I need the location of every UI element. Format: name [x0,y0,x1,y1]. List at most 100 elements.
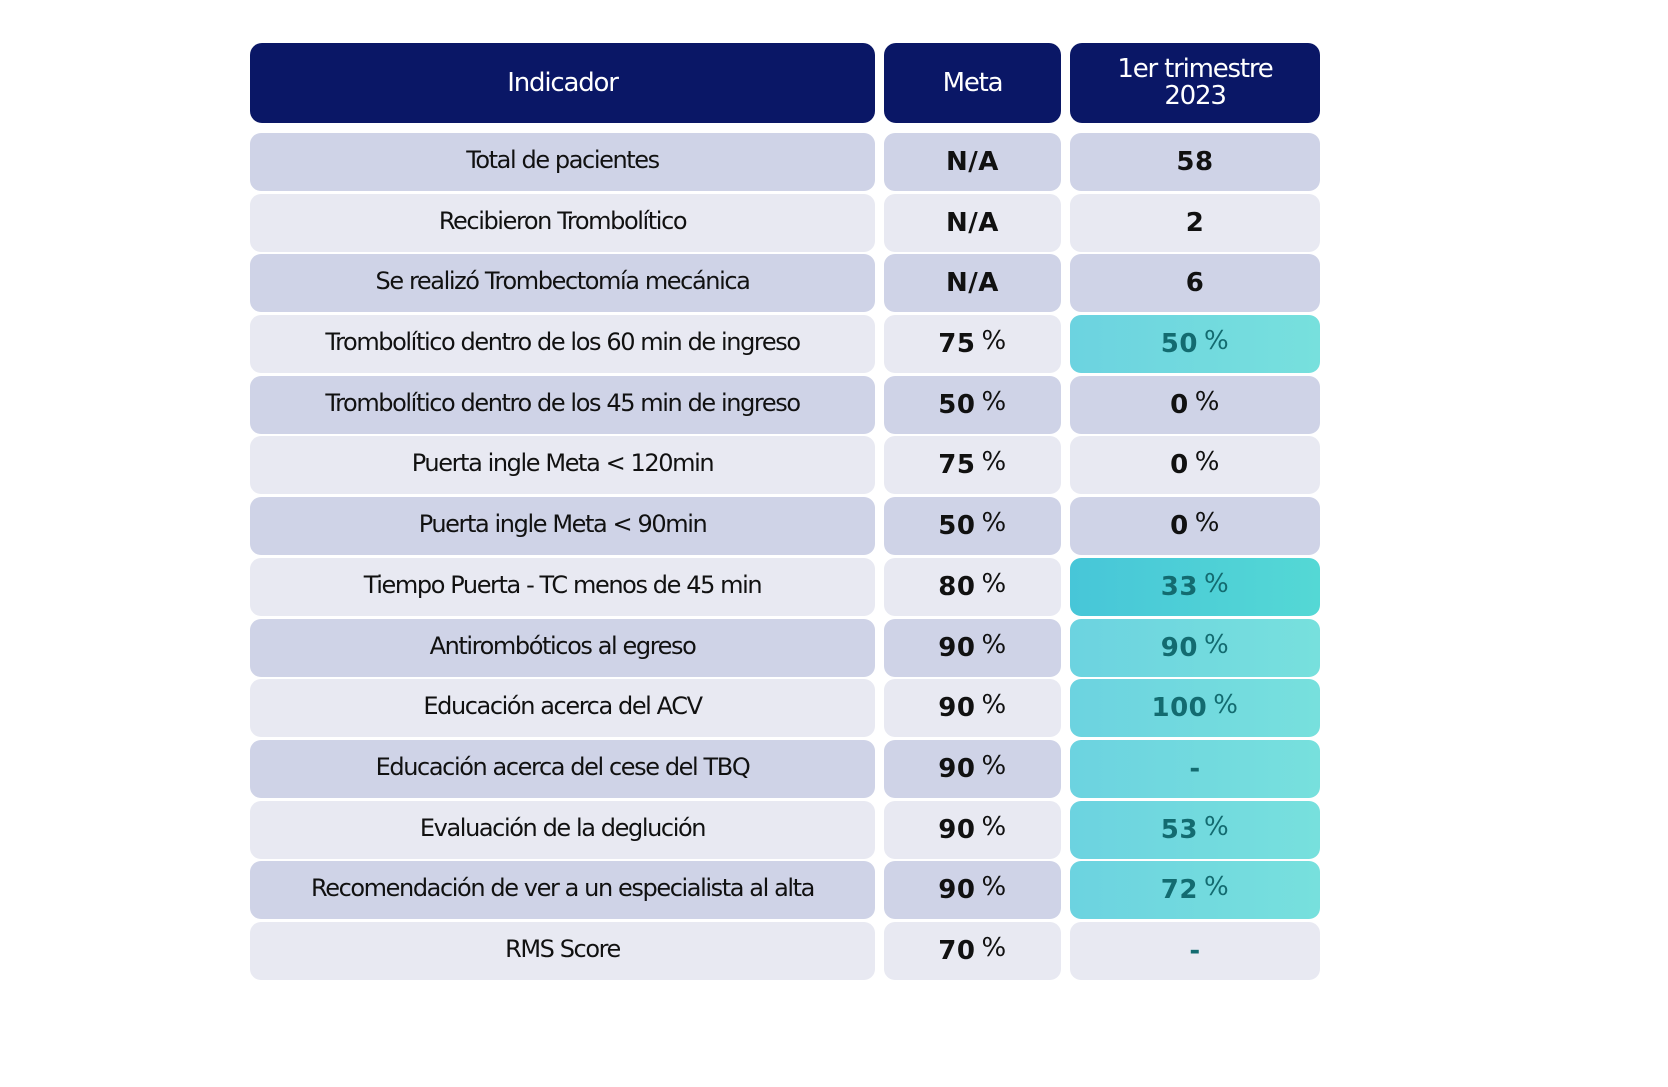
meta-value: 90 [938,814,976,845]
meta-percent-sign: % [981,326,1007,357]
period-value: - [1189,935,1201,966]
meta-cell: N/A [884,193,1061,252]
meta-percent-sign: % [981,811,1007,842]
meta-percent-sign: % [981,690,1007,721]
indicator-label: Puerta ingle Meta < 90min [418,510,708,539]
period-value: 2 [1185,207,1205,238]
meta-percent-sign: % [981,508,1007,539]
period-value-cell: 100% [1070,679,1320,738]
period-value-cell: 72% [1070,861,1320,920]
indicator-label: Educación acerca del cese del TBQ [375,752,751,781]
header-period-line1: 1er trimestre [1117,54,1273,84]
header-meta-label: Meta [942,68,1004,98]
period-value: 0 [1170,389,1189,420]
period-percent-sign: % [1203,629,1230,660]
indicator-label: Se realizó Trombectomía mecánica [375,267,751,296]
period-percent-sign: % [1194,386,1220,417]
indicator-label: Antirombóticos al egreso [429,631,697,660]
period-value-cell: - [1070,921,1320,980]
meta-value: 50 [938,389,976,420]
period-value-cell: 33% [1070,557,1320,616]
header-indicator-label: Indicador [507,68,619,98]
period-percent-sign: % [1203,568,1230,599]
period-value: 0 [1170,450,1189,481]
period-value-cell: 0% [1070,375,1320,434]
indicator-cell: Educación acerca del ACV [250,679,875,738]
period-percent-sign: % [1213,690,1239,721]
meta-value: N/A [946,268,999,299]
meta-cell: N/A [884,133,1061,191]
period-value-cell: 50% [1070,315,1320,374]
meta-cell: 90% [884,618,1061,677]
meta-value: 90 [938,632,976,663]
meta-percent-sign: % [981,568,1007,599]
meta-cell: 90% [884,861,1061,920]
meta-value: 90 [938,693,976,724]
meta-percent-sign: % [981,750,1007,781]
meta-cell: 50% [884,497,1061,556]
indicator-label: Trombolítico dentro de los 60 min de ing… [325,328,801,357]
meta-cell: 90% [884,800,1061,859]
meta-cell: 75% [884,436,1061,495]
indicator-cell: Recomendación de ver a un especialista a… [250,861,875,920]
meta-cell: 90% [884,679,1061,738]
indicator-cell: Evaluación de la deglución [250,800,875,859]
header-period-label: 1er trimestre 2023 [1117,54,1273,111]
header-meta: Meta [884,43,1061,123]
indicator-cell: Trombolítico dentro de los 45 min de ing… [250,375,875,434]
period-value-cell: 58 [1070,133,1320,191]
indicator-cell: Total de pacientes [250,133,875,191]
indicator-cell: Puerta ingle Meta < 90min [250,497,875,556]
period-value-cell: 2 [1070,193,1320,252]
meta-percent-sign: % [981,386,1007,417]
meta-value: 90 [938,753,976,784]
indicator-cell: Antirombóticos al egreso [250,618,875,677]
meta-value: 80 [938,571,976,602]
period-value-cell: 53% [1070,800,1320,859]
meta-percent-sign: % [981,932,1007,963]
indicators-table: Indicador Meta 1er trimestre 2023 Total … [250,43,1320,983]
period-value-cell: 0% [1070,497,1320,556]
header-indicator: Indicador [250,43,875,123]
header-period-line2: 2023 [1164,81,1227,111]
meta-value: N/A [946,147,999,177]
indicator-cell: RMS Score [250,921,875,980]
indicator-label: Total de pacientes [466,146,660,174]
indicator-cell: Trombolítico dentro de los 60 min de ing… [250,315,875,374]
indicator-cell: Recibieron Trombolítico [250,193,875,252]
meta-cell: 90% [884,739,1061,798]
meta-value: N/A [946,207,999,238]
period-value: - [1189,753,1201,784]
meta-value: 90 [938,875,976,906]
period-value: 0 [1170,511,1189,542]
indicator-label: Recibieron Trombolítico [438,206,688,235]
period-value: 58 [1176,147,1214,177]
meta-value: 50 [938,511,976,542]
meta-percent-sign: % [981,447,1007,478]
indicator-label: Recomendación de ver a un especialista a… [311,874,815,903]
meta-cell: N/A [884,254,1061,313]
period-value-cell: 90% [1070,618,1320,677]
meta-cell: 50% [884,375,1061,434]
period-percent-sign: % [1203,326,1230,357]
meta-value: 70 [938,935,976,966]
period-value: 53 [1160,814,1198,845]
indicator-label: Puerta ingle Meta < 120min [411,449,715,478]
indicator-cell: Se realizó Trombectomía mecánica [250,254,875,313]
period-value: 50 [1160,329,1198,360]
indicator-label: RMS Score [505,934,621,963]
meta-percent-sign: % [981,872,1007,903]
indicator-cell: Puerta ingle Meta < 120min [250,436,875,495]
indicator-label: Tiempo Puerta - TC menos de 45 min [363,570,763,599]
indicator-label: Educación acerca del ACV [423,692,703,721]
indicator-cell: Tiempo Puerta - TC menos de 45 min [250,557,875,616]
indicator-label: Evaluación de la deglución [419,813,707,842]
period-percent-sign: % [1203,872,1230,903]
indicator-label: Trombolítico dentro de los 45 min de ing… [325,388,801,417]
period-value: 90 [1160,632,1198,663]
meta-cell: 75% [884,315,1061,374]
period-percent-sign: % [1194,447,1220,478]
meta-cell: 70% [884,921,1061,980]
period-value-cell: - [1070,739,1320,798]
period-value: 72 [1160,875,1198,906]
